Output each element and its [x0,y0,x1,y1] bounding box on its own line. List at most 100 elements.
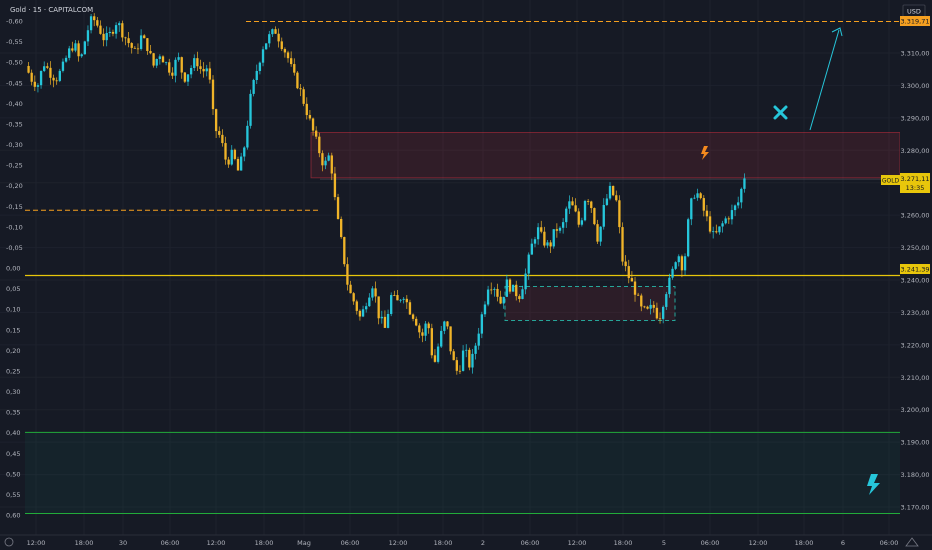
candle-body [611,185,615,196]
candle-body [433,355,437,362]
candle-body [302,89,305,104]
candle-body [633,281,637,295]
candle-body [511,284,515,292]
candle-body [693,197,696,199]
gear-icon[interactable] [905,537,919,547]
candle-body [77,43,80,57]
current-symbol-text: GOLD [882,178,900,185]
candle-body [565,208,568,223]
candle-body [168,62,171,73]
right-axis-label: 3.200,00 [901,406,930,414]
candle-body [118,23,121,26]
candle-body [36,85,40,87]
right-axis-label: 3.180,00 [901,471,930,479]
candle-body [233,149,237,159]
candle-body [289,58,293,65]
candle-body [368,297,371,307]
supply-zone[interactable] [310,132,901,179]
candle-body [458,370,462,372]
candle-body [636,294,640,296]
candle-body [674,262,677,269]
candle-body [380,316,383,319]
candle-body [55,80,58,82]
tradingview-logo-icon[interactable] [4,537,14,547]
candle-body [477,333,480,346]
candle-body [274,29,277,34]
candle-body [671,268,674,278]
candle-body [733,205,737,211]
candle-body [508,279,512,292]
candle-body [224,143,227,160]
candle-body [283,49,287,53]
candle-body [99,25,102,34]
candle-body [246,125,249,148]
candle-body [296,72,299,89]
left-axis-label: -0,30 [6,141,23,149]
time-axis-panel[interactable] [0,535,932,550]
right-axis-label: 3.290,00 [901,114,930,122]
symbol-title[interactable]: Gold · 15 · CAPITALCOM [10,6,93,14]
candle-body [727,218,730,220]
candle-body [415,318,418,326]
left-axis-label: 0,30 [6,388,20,396]
candle-body [161,56,165,63]
candle-body [180,57,183,73]
time-axis-label: 18:00 [795,539,814,547]
candle-body [93,16,96,21]
candle-body [440,330,443,347]
candle-body [418,325,421,333]
candle-body [271,29,274,35]
right-axis-label: 3.280,00 [901,147,930,155]
time-axis-label: 12:00 [568,539,587,547]
candle-body [183,72,187,82]
candle-body [724,218,727,224]
candle-body [618,200,621,228]
candle-body [89,16,93,31]
candle-body [536,227,540,240]
time-axis-label: 06:00 [521,539,540,547]
demand-zone[interactable] [25,432,900,514]
time-axis-label: 12:00 [749,539,768,547]
left-axis-label: 0,50 [6,470,20,478]
candle-body [515,284,518,297]
time-axis-label: 30 [119,539,127,547]
candle-body [640,295,643,307]
range-box[interactable] [504,285,676,322]
candle-body [340,218,343,238]
candle-body [305,103,308,116]
candle-body [661,306,665,319]
candle-body [452,351,455,361]
candle-body [527,254,530,274]
candle-body [696,193,699,198]
candle-body [365,306,368,310]
left-percent-axis: -0,60 -0,55 -0,50 -0,45 -0,40 -0,35 -0,30 -0,25… [6,18,23,520]
candle-body [286,52,290,59]
candle-body [52,77,55,81]
candle-body [155,58,158,66]
candle-body [324,160,327,166]
candle-body [202,68,205,72]
candle-body [114,25,118,34]
candle-body [383,316,387,328]
time-axis-label: Mag [297,539,311,547]
projection-arrow-head [831,27,843,37]
price-tag-mid-text: 3.241,39 [901,266,930,274]
candle-body [127,38,130,44]
candle-body [546,242,549,246]
right-axis-label: 3.230,00 [901,309,930,317]
candle-body [164,62,168,64]
candle-body [146,38,149,52]
candle-body [505,279,509,297]
candle-body [583,201,587,221]
candle-body [543,231,546,246]
candle-body [646,306,649,309]
candle-body [443,321,446,331]
current-price-tag [900,173,930,193]
candle-body [321,153,324,166]
candle-body [396,295,399,301]
left-axis-label: 0,25 [6,367,20,375]
candle-body [355,301,358,311]
candle-body [455,360,458,371]
candle-body [552,229,555,247]
